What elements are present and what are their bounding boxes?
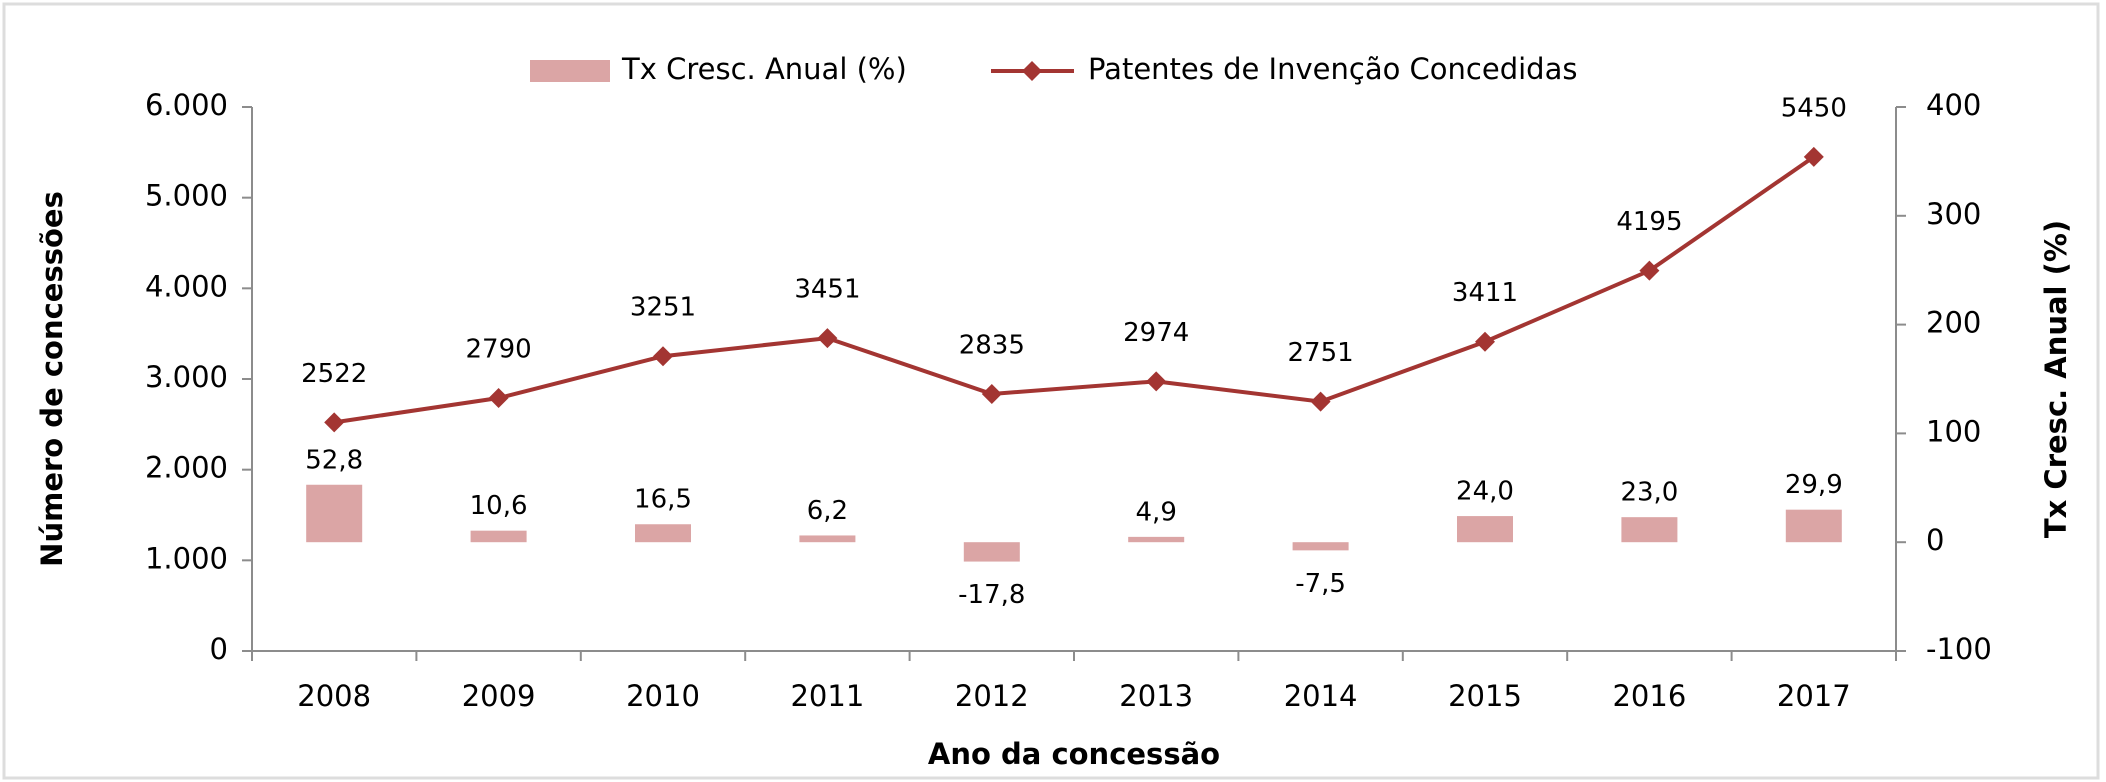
line-marker: [324, 412, 345, 433]
line: [333, 155, 1815, 425]
line-marker: [817, 328, 838, 349]
x-tick-label: 2008: [297, 679, 371, 713]
y-tick-label: 6.000: [145, 88, 228, 122]
y-tick-label: 2.000: [145, 451, 228, 485]
y2-tick-label: 300: [1926, 197, 1981, 231]
y-tick-label: 0: [210, 632, 228, 666]
line-value-label: 2835: [959, 330, 1025, 360]
line-marker: [981, 383, 1002, 404]
y-axis-title: Número de concessões: [35, 191, 69, 567]
bar: [1785, 509, 1842, 543]
bar-value-label: 52,8: [305, 445, 363, 475]
bar-value-label: -17,8: [958, 580, 1025, 610]
x-tick-label: 2016: [1612, 679, 1686, 713]
bar-value-label: 29,9: [1785, 470, 1843, 500]
line-value-label: 2751: [1288, 338, 1354, 368]
line-value-label: 5450: [1781, 93, 1847, 123]
legend-swatch: [530, 60, 610, 82]
y-tick-label: 3.000: [145, 360, 228, 394]
line-marker: [1475, 331, 1495, 352]
x-tick-label: 2012: [955, 679, 1029, 713]
y2-tick-label: 0: [1926, 523, 1944, 557]
bar: [1292, 542, 1349, 551]
line-marker: [1803, 146, 1824, 167]
bar-value-label: 16,5: [634, 485, 692, 515]
bar-value-label: 24,0: [1456, 477, 1514, 507]
legend-label: Tx Cresc. Anual (%): [621, 52, 907, 86]
line-value-label: 3451: [794, 275, 860, 305]
x-tick-label: 2009: [462, 679, 536, 713]
y2-tick-label: 200: [1926, 306, 1981, 340]
line-marker: [653, 346, 673, 367]
line-marker: [1146, 371, 1167, 392]
line-value-label: 3411: [1452, 278, 1518, 308]
bar-value-label: 23,0: [1620, 478, 1678, 508]
y-tick-label: 1.000: [145, 541, 228, 575]
bar: [306, 484, 363, 543]
bar: [1457, 516, 1513, 543]
x-tick-label: 2014: [1284, 679, 1358, 713]
bar: [635, 524, 691, 543]
legend-label: Patentes de Invenção Concedidas: [1088, 52, 1577, 86]
bar: [1621, 517, 1678, 543]
bar: [799, 535, 856, 543]
line-marker: [1310, 391, 1331, 412]
bar-value-label: 4,9: [1136, 497, 1177, 527]
y-tick-label: 4.000: [145, 269, 228, 303]
x-tick-label: 2017: [1777, 679, 1851, 713]
bar-value-label: -7,5: [1295, 569, 1346, 599]
x-axis-title: Ano da concessão: [928, 737, 1220, 771]
y2-tick-label: 100: [1926, 414, 1981, 448]
line-value-label: 2790: [466, 335, 532, 365]
line-marker: [1639, 260, 1660, 281]
bar: [963, 542, 1020, 562]
line-value-label: 3251: [630, 293, 696, 323]
line-value-label: 4195: [1616, 207, 1682, 237]
line-marker: [488, 388, 509, 409]
x-tick-label: 2010: [626, 679, 700, 713]
x-tick-label: 2011: [790, 679, 864, 713]
x-tick-label: 2013: [1119, 679, 1193, 713]
y2-tick-label: -100: [1926, 632, 1992, 666]
y2-axis-title: Tx Cresc. Anual (%): [2039, 220, 2073, 538]
line-value-label: 2522: [301, 359, 367, 389]
bar-value-label: 10,6: [470, 491, 528, 521]
legend-marker: [1022, 61, 1042, 81]
bar-value-label: 6,2: [807, 496, 848, 526]
bar: [470, 530, 527, 543]
y2-tick-label: 400: [1926, 88, 1981, 122]
y-tick-label: 5.000: [145, 179, 228, 213]
bar: [1128, 536, 1185, 543]
line-value-label: 2974: [1123, 318, 1189, 348]
x-tick-label: 2015: [1448, 679, 1522, 713]
